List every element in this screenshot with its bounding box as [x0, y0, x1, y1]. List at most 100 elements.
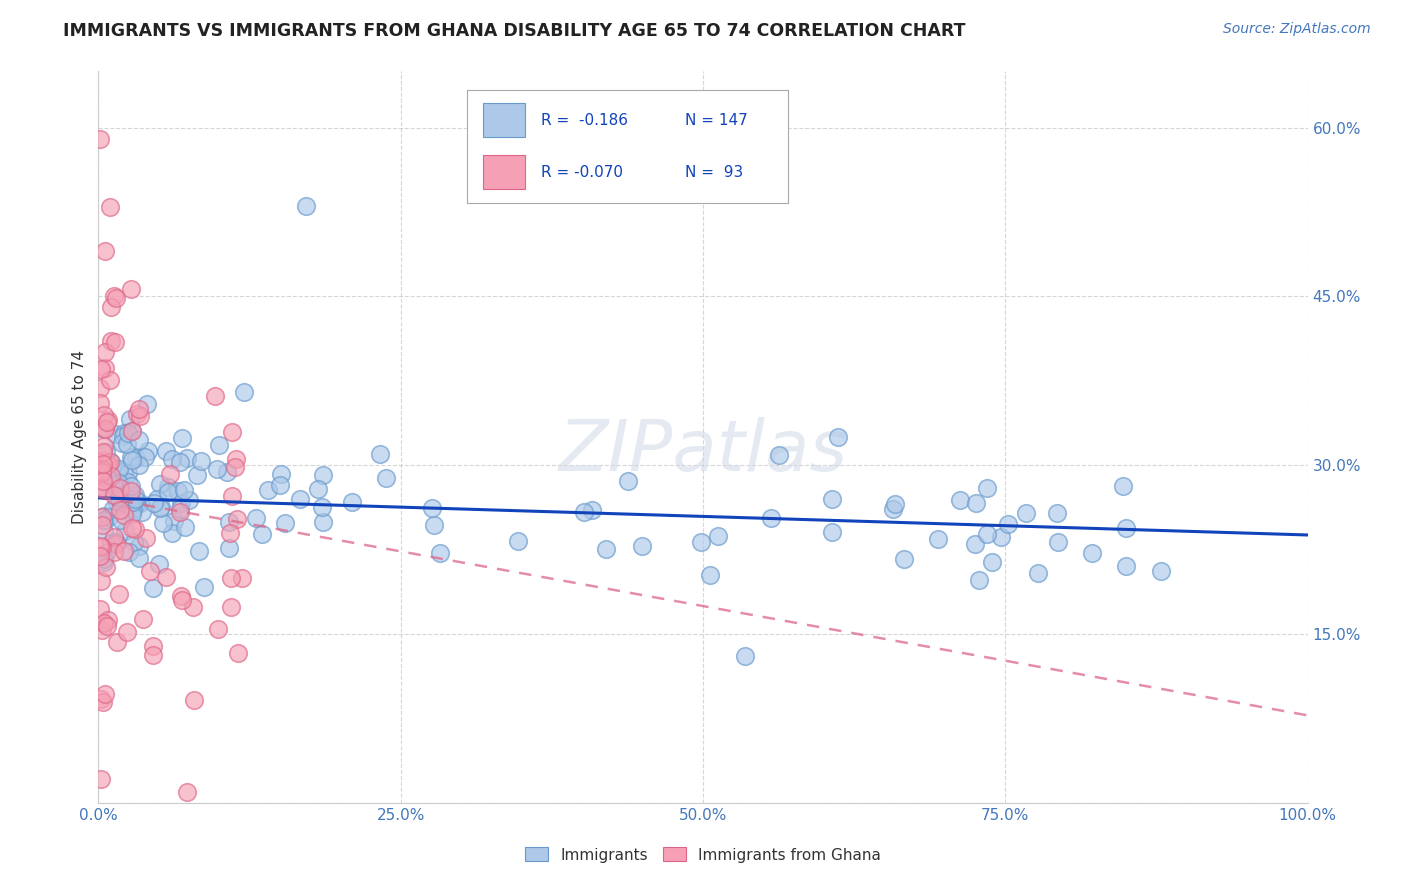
Point: [101, 477, 124, 491]
Point: [91, 445, 114, 459]
Point: [90, 517, 112, 532]
Point: [129, 496, 152, 510]
Point: [90, 574, 112, 588]
Point: [1150, 564, 1173, 578]
Point: [94, 344, 117, 359]
Point: [114, 524, 136, 538]
Point: [1081, 545, 1104, 559]
Point: [174, 520, 197, 534]
Point: [1046, 506, 1069, 520]
Point: [96, 483, 118, 498]
Point: [96, 546, 118, 560]
Point: [134, 450, 156, 464]
Point: [97, 458, 120, 472]
Point: [132, 612, 155, 626]
Point: [187, 543, 209, 558]
Point: [97, 613, 120, 627]
Point: [94, 244, 117, 259]
Point: [226, 646, 249, 660]
Point: [111, 436, 134, 450]
Point: [506, 534, 529, 549]
Point: [100, 455, 122, 469]
Point: [221, 425, 243, 439]
Point: [98, 509, 121, 524]
Point: [997, 516, 1019, 531]
Point: [122, 535, 145, 549]
Point: [89, 467, 111, 482]
Point: [1115, 559, 1137, 574]
Point: [103, 289, 125, 303]
Point: [273, 516, 295, 531]
Point: [311, 467, 333, 482]
Point: [117, 624, 139, 639]
Point: [112, 508, 135, 523]
Point: [93, 687, 115, 701]
Point: [131, 505, 153, 519]
Legend: Immigrants, Immigrants from Ghana: Immigrants, Immigrants from Ghana: [519, 841, 887, 869]
Point: [617, 475, 640, 489]
Point: [90, 466, 112, 480]
Point: [193, 580, 215, 594]
Point: [125, 451, 148, 466]
Point: [108, 464, 131, 478]
Point: [90, 772, 112, 787]
Point: [136, 397, 159, 411]
Point: [981, 555, 1004, 569]
Point: [108, 587, 131, 601]
Point: [967, 573, 990, 587]
Point: [965, 537, 987, 551]
Point: [142, 581, 165, 595]
Point: [120, 282, 142, 296]
Point: [149, 500, 172, 514]
Point: [218, 516, 240, 530]
Point: [124, 491, 146, 506]
Point: [121, 453, 143, 467]
Point: [118, 412, 141, 426]
Point: [93, 555, 115, 569]
Point: [821, 525, 844, 540]
Point: [100, 334, 122, 349]
Point: [734, 649, 756, 664]
Point: [170, 496, 193, 510]
Point: [121, 507, 143, 521]
Point: [121, 425, 143, 439]
Point: [91, 454, 114, 468]
Point: [176, 784, 198, 798]
Point: [93, 468, 115, 483]
Point: [311, 500, 333, 514]
Point: [90, 361, 112, 376]
Point: [827, 430, 849, 444]
Point: [821, 491, 844, 506]
Point: [572, 505, 595, 519]
Point: [120, 500, 142, 515]
Text: Source: ZipAtlas.com: Source: ZipAtlas.com: [1223, 22, 1371, 37]
Point: [93, 552, 115, 566]
Point: [105, 495, 128, 509]
Point: [124, 487, 146, 501]
Point: [103, 544, 125, 558]
Point: [110, 514, 132, 528]
Point: [120, 479, 142, 493]
Point: [177, 493, 200, 508]
Point: [91, 474, 114, 488]
Point: [217, 465, 239, 479]
Point: [100, 300, 122, 314]
Point: [221, 489, 243, 503]
Point: [689, 534, 711, 549]
Point: [93, 422, 115, 436]
Point: [104, 536, 127, 550]
Point: [98, 200, 121, 214]
Point: [93, 524, 115, 539]
Point: [152, 516, 174, 530]
Point: [135, 531, 157, 545]
Point: [205, 462, 228, 476]
Point: [128, 458, 150, 472]
Point: [269, 477, 291, 491]
Point: [89, 539, 111, 553]
Point: [226, 512, 249, 526]
Point: [190, 453, 212, 467]
Point: [89, 132, 111, 146]
Point: [368, 447, 391, 461]
Point: [167, 483, 190, 498]
Point: [107, 462, 129, 476]
